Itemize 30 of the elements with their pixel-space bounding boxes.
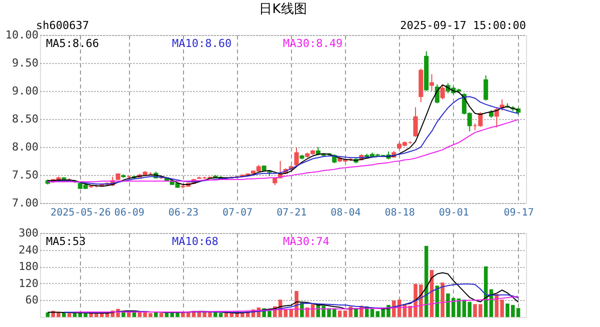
text: MA10:8.60 (172, 37, 232, 50)
y-tick-label: 120 (18, 276, 38, 290)
text: MA5:8.66 (46, 37, 99, 50)
text: MA5:53 (46, 235, 86, 248)
x-tick-label: 08-18 (384, 208, 415, 218)
x-tick-label: 2025-05-26 (50, 208, 111, 218)
y-tick-label: 300 (18, 226, 38, 240)
x-tick-label: 09-17 (504, 208, 534, 218)
x-tick-label: 06-09 (114, 208, 144, 218)
x-tick-label: 08-04 (330, 208, 361, 218)
text: sh600637 (36, 19, 89, 32)
y-tick-label: 60 (25, 294, 38, 307)
text: 2025-09-17 15:00:00 (400, 19, 526, 32)
y-tick-label: 9.50 (12, 56, 38, 70)
y-tick-label: 7.50 (12, 168, 38, 182)
y-tick-label: 8.50 (12, 112, 38, 126)
y-tick-label: 7.00 (12, 196, 38, 210)
y-tick-label: 240 (18, 243, 38, 256)
text: MA10:68 (172, 235, 218, 248)
y-tick-label: 9.00 (12, 84, 38, 98)
x-tick-label: 06-23 (168, 208, 198, 218)
text: MA30:74 (283, 235, 330, 248)
x-tick-label: 07-21 (276, 208, 307, 218)
text: MA30:8.49 (283, 37, 343, 50)
chart-title: 日K线图 (259, 2, 307, 17)
y-tick-label: 10.00 (5, 28, 38, 42)
y-tick-label: 8.00 (12, 140, 38, 154)
y-tick-label: 180 (18, 260, 38, 274)
x-tick-label: 07-07 (222, 208, 253, 218)
x-tick-label: 09-01 (438, 208, 469, 218)
